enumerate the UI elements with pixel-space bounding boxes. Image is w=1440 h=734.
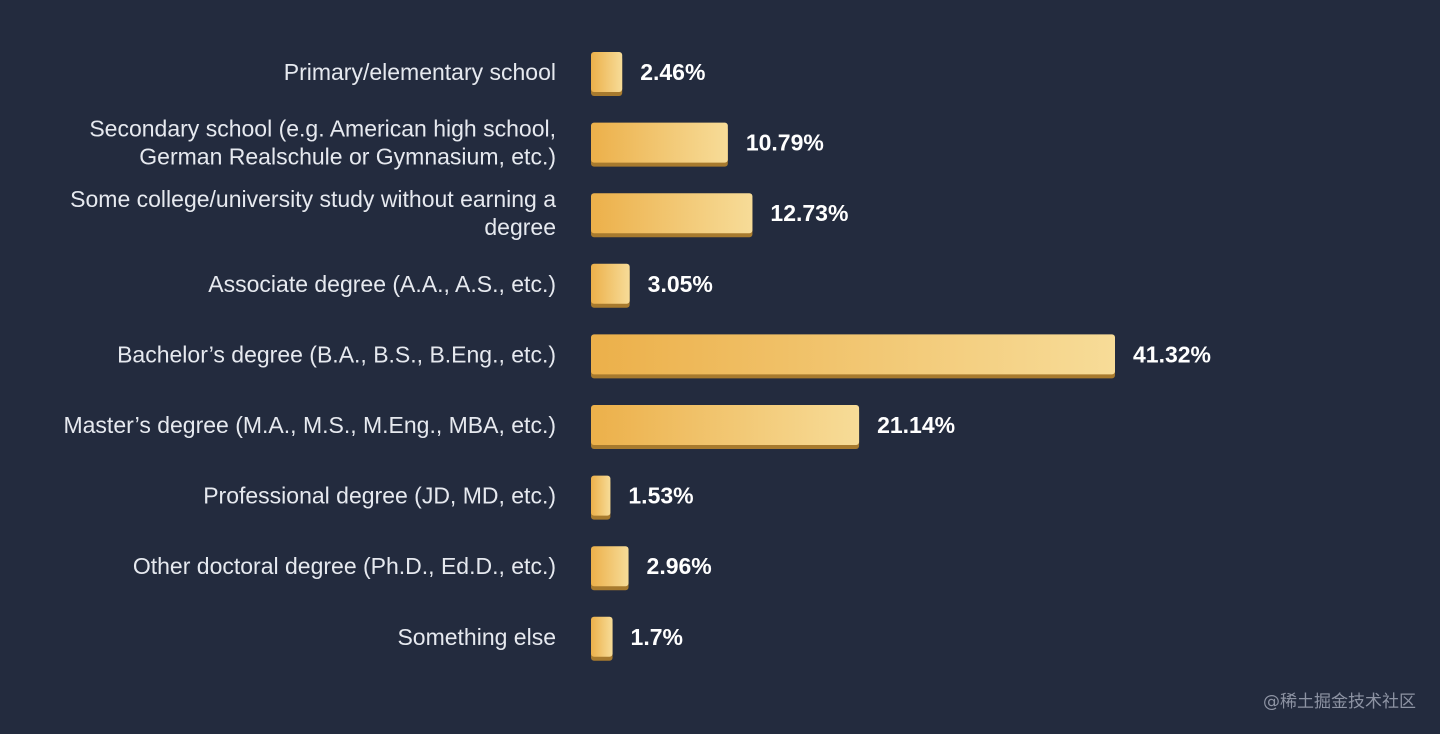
bar-row: Primary/elementary school 2.46% [284,52,705,96]
category-label: Master’s degree (M.A., M.S., M.Eng., MBA… [63,412,556,438]
value-label: 3.05% [648,271,713,297]
bar-row: Something else 1.7% [397,616,683,661]
bar-row: Professional degree (JD, MD, etc.) 1.53% [203,475,694,520]
bar [591,475,611,516]
value-label: 12.73% [770,200,848,226]
bar [591,334,1115,375]
value-label: 41.32% [1133,341,1211,367]
bar-row: Secondary school (e.g. American high sch… [89,116,824,170]
bar-row: Master’s degree (M.A., M.S., M.Eng., MBA… [63,405,955,449]
category-label: Professional degree (JD, MD, etc.) [203,483,556,509]
bar-row: Other doctoral degree (Ph.D., Ed.D., etc… [133,546,712,591]
bar [591,263,630,304]
bar [591,546,629,587]
category-label: Other doctoral degree (Ph.D., Ed.D., etc… [133,553,556,579]
watermark-text: @稀土掘金技术社区 [1263,692,1416,712]
bar [591,616,613,657]
category-label: Primary/elementary school [284,59,556,85]
bar-row: Bachelor’s degree (B.A., B.S., B.Eng., e… [117,334,1211,379]
category-label: Some college/university study without ea… [70,186,556,240]
value-label: 2.96% [647,553,712,579]
value-label: 1.53% [628,483,693,509]
bar [591,122,728,163]
category-label: Secondary school (e.g. American high sch… [89,116,556,170]
category-label: Bachelor’s degree (B.A., B.S., B.Eng., e… [117,341,556,367]
bar [591,52,623,92]
value-label: 10.79% [746,130,824,156]
bar [591,405,860,445]
value-label: 2.46% [640,59,705,85]
category-label: Associate degree (A.A., A.S., etc.) [208,271,556,297]
value-label: 1.7% [631,624,683,650]
bar-row: Some college/university study without ea… [70,186,848,240]
category-label: Something else [397,624,556,650]
value-label: 21.14% [877,412,955,438]
bar-row: Associate degree (A.A., A.S., etc.) 3.05% [208,263,713,308]
bar [591,193,753,234]
